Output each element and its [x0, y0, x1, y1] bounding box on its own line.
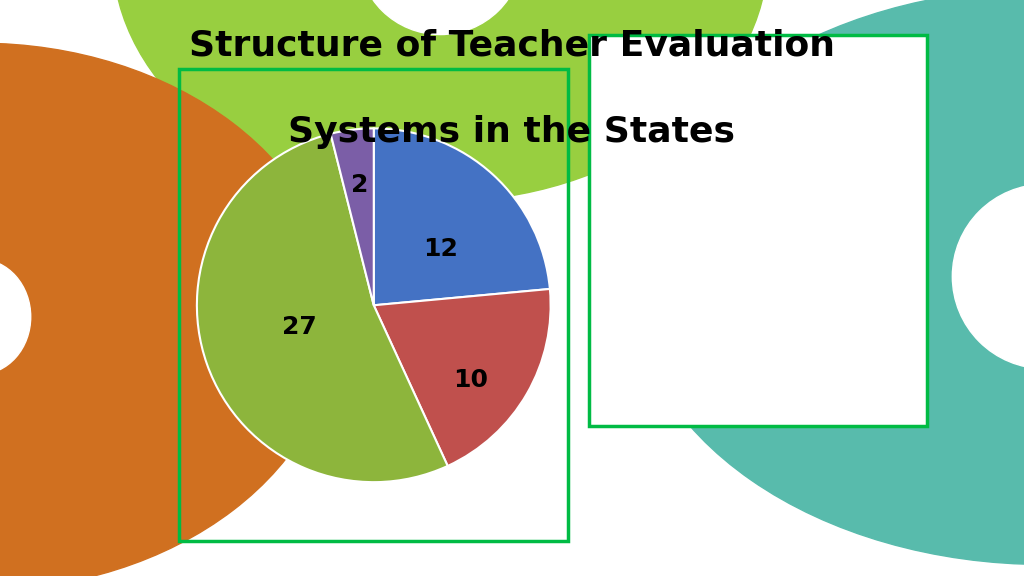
Text: Systems in the States: Systems in the States: [289, 115, 735, 149]
Text: Single statewide
system: Single statewide system: [649, 43, 799, 81]
Wedge shape: [374, 289, 551, 466]
Text: 12: 12: [424, 237, 459, 261]
Text: 27: 27: [282, 314, 316, 339]
Wedge shape: [331, 128, 374, 305]
Text: Structure of Teacher Evaluation: Structure of Teacher Evaluation: [189, 29, 835, 63]
Text: 2: 2: [351, 173, 369, 197]
Text: 10: 10: [454, 367, 488, 392]
Text: State provides
guidelines/criteria/o
ptional model: State provides guidelines/criteria/o pti…: [649, 232, 829, 291]
Wedge shape: [197, 134, 447, 482]
Wedge shape: [374, 128, 550, 305]
Text: Presumptive state
model: Presumptive state model: [649, 141, 813, 179]
FancyBboxPatch shape: [602, 244, 633, 279]
FancyBboxPatch shape: [602, 142, 633, 177]
FancyBboxPatch shape: [602, 369, 633, 405]
FancyBboxPatch shape: [602, 44, 633, 79]
Text: State has no
statewide
specifications: State has no statewide specifications: [649, 357, 773, 417]
